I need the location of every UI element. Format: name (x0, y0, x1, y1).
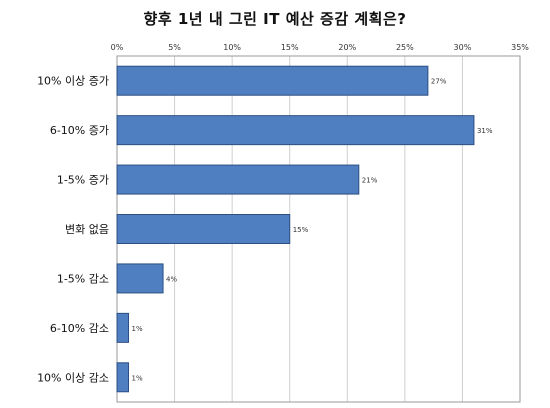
data-label: 15% (293, 226, 309, 234)
data-label: 1% (132, 374, 143, 382)
data-label: 4% (166, 275, 177, 283)
category-label: 변화 없음 (65, 223, 109, 236)
bar (116, 164, 360, 195)
category-label: 1-5% 감소 (57, 272, 109, 285)
category-label: 6-10% 감소 (50, 322, 109, 335)
data-label: 27% (431, 78, 447, 86)
data-label: 31% (477, 127, 493, 135)
chart-title: 향후 1년 내 그린 IT 예산 증감 계획은? (143, 10, 407, 28)
category-label: 1-5% 증가 (57, 174, 109, 187)
x-tick-label: 30% (454, 43, 472, 52)
bar (116, 115, 475, 146)
x-tick-label: 35% (511, 43, 529, 52)
data-label: 1% (132, 325, 143, 333)
x-tick-label: 25% (396, 43, 414, 52)
x-tick-label: 15% (281, 43, 299, 52)
category-label: 10% 이상 감소 (37, 371, 109, 384)
x-tick-label: 10% (223, 43, 241, 52)
bar (116, 312, 130, 343)
category-label: 6-10% 증가 (50, 124, 109, 137)
data-label: 21% (362, 177, 378, 185)
bar (116, 214, 291, 244)
x-tick-label: 0% (111, 43, 124, 52)
x-tick-label: 20% (338, 43, 356, 52)
category-label: 10% 이상 증가 (37, 75, 109, 88)
bar (116, 65, 429, 96)
x-tick-label: 5% (168, 43, 181, 52)
bar (116, 263, 164, 294)
bar (116, 362, 130, 393)
